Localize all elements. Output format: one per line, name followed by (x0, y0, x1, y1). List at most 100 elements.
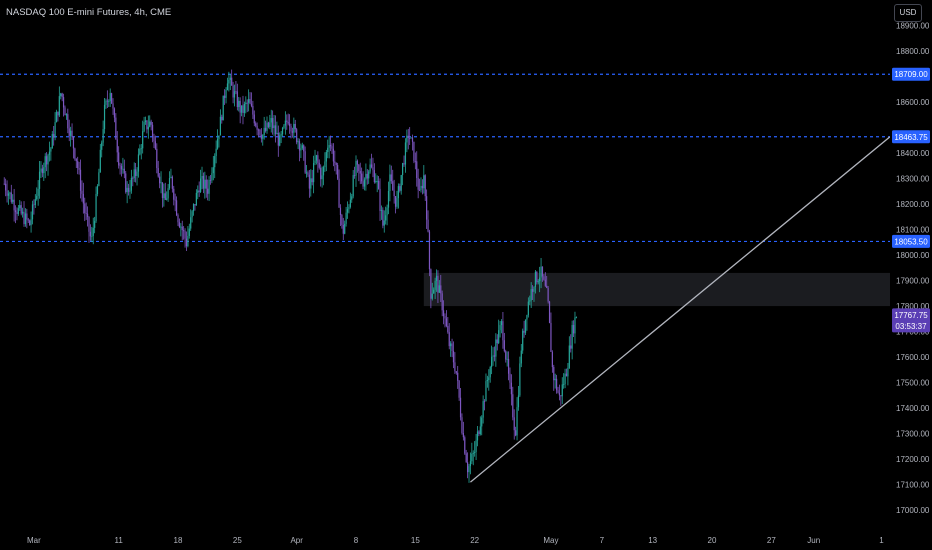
candle-body (130, 177, 132, 191)
candle-body (351, 196, 353, 200)
candle-body (113, 108, 116, 118)
candle-body (448, 332, 450, 347)
time-tick-label: 18 (174, 536, 183, 545)
candle-body (447, 325, 449, 333)
candle-body (505, 351, 507, 360)
candle-body (479, 426, 481, 435)
time-tick-label: Mar (27, 536, 41, 545)
candle-body (462, 433, 464, 438)
candle-body (270, 118, 272, 123)
candle-body (41, 168, 43, 174)
candle-body (167, 188, 169, 199)
price-axis[interactable]: 17000.00 17100.00 17200.00 17300.00 17400.00… (890, 0, 932, 550)
candle-body (144, 120, 147, 122)
candle-body (72, 136, 75, 149)
candle-body (126, 187, 128, 193)
candle-body (363, 179, 366, 187)
price-labels-layer: 18709.00 18463.75 18053.50 17767.75 03:53:37 (892, 67, 930, 333)
candle-body (283, 125, 285, 128)
candle-body (286, 120, 288, 123)
candle-body (34, 199, 36, 205)
candle-body (153, 136, 155, 142)
candle-body (359, 171, 361, 174)
candle-body (9, 192, 11, 194)
candle-body (368, 171, 370, 179)
candle-body (190, 217, 192, 229)
candle-body (491, 356, 493, 368)
candle-body (315, 155, 318, 161)
candle-body (109, 93, 111, 102)
candle-body (207, 188, 209, 194)
candle-body (252, 105, 254, 115)
candle-body (255, 123, 257, 126)
trendline-layer[interactable] (470, 136, 891, 483)
candle-body (50, 148, 52, 152)
candle-body (400, 174, 402, 191)
candle-body (300, 148, 302, 151)
candle-body (48, 151, 51, 155)
candle-body (239, 100, 241, 113)
candle-body (228, 79, 230, 84)
time-tick-label: 27 (767, 536, 776, 545)
candle-body (78, 167, 80, 170)
supply-zone[interactable] (423, 272, 890, 307)
candle-body (125, 173, 127, 193)
candle-body (534, 271, 537, 287)
price-tick-label: 18200.00 (896, 200, 930, 209)
candle-body (82, 193, 84, 204)
candle-body (249, 98, 251, 104)
candle-body (192, 204, 195, 212)
candle-body (68, 128, 70, 136)
candle-body (373, 170, 375, 183)
candle-body (174, 199, 176, 201)
symbol-title: NASDAQ 100 E-mini Futures, 4h, CME (6, 7, 172, 18)
candle-body (414, 161, 416, 162)
candle-body (421, 185, 423, 189)
candle-body (445, 318, 448, 326)
candle-body (529, 300, 531, 302)
candle-body (242, 105, 244, 113)
candle-body (264, 127, 267, 131)
candle-body (132, 177, 134, 179)
candle-body (209, 180, 212, 181)
candle-body (492, 355, 494, 357)
candle-body (411, 137, 414, 142)
candle-body (550, 322, 552, 352)
candle-body (467, 462, 469, 473)
candle-body (572, 325, 575, 334)
candle-body (372, 167, 374, 171)
candle-body (55, 111, 58, 123)
candle-body (136, 171, 138, 176)
candle-body (457, 372, 459, 381)
candle-body (84, 203, 86, 214)
currency-button[interactable]: USD (894, 4, 922, 22)
level-price-tag-text: 18053.50 (894, 237, 928, 246)
candle-body (442, 310, 445, 317)
time-axis[interactable]: Mar 11 18 25 Apr 8 15 22 May 7 13 20 27 Jun 1 (27, 536, 884, 545)
candle-body (62, 97, 65, 108)
candle-body (129, 190, 131, 192)
candle-body (539, 277, 541, 282)
candle-body (416, 161, 418, 179)
candle-body (325, 152, 327, 162)
candle-body (469, 461, 472, 467)
candle-body (320, 167, 322, 180)
candle-body (352, 175, 354, 197)
candle-body (543, 276, 545, 280)
candle-body (567, 367, 569, 377)
candle-body (37, 188, 39, 196)
candle-body (486, 380, 488, 382)
candle-body (233, 91, 236, 98)
candle-body (324, 161, 326, 168)
candle-body (348, 206, 350, 210)
candle-body (423, 175, 425, 189)
candle-body (404, 142, 407, 165)
candle-body (564, 373, 566, 385)
candle-body (229, 77, 231, 80)
candle-body (257, 129, 260, 131)
candle-body (464, 437, 466, 454)
level-price-tag (892, 67, 930, 81)
candle-body (205, 179, 207, 189)
candle-body (259, 129, 261, 135)
